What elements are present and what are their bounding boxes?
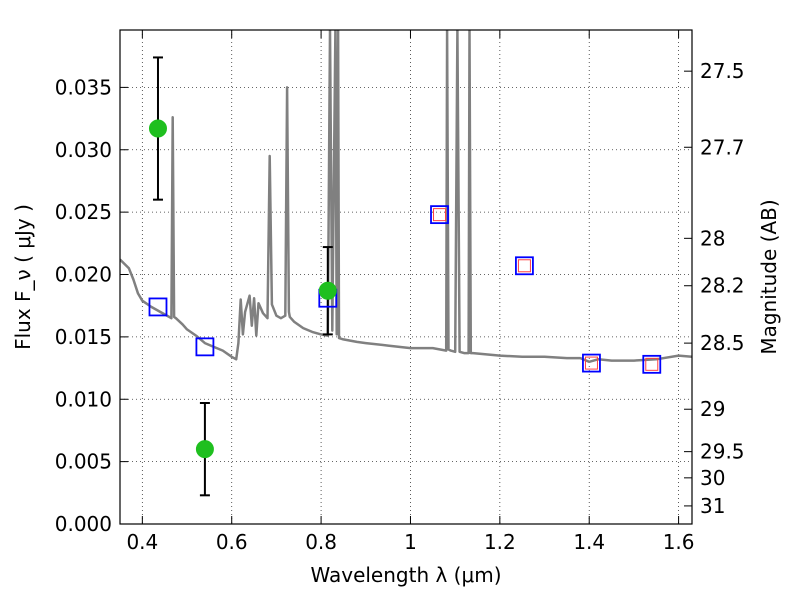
model-photometry-point <box>195 337 215 357</box>
x-tick-label: 0.6 <box>216 530 248 554</box>
observed-nir-point <box>645 357 659 371</box>
observed-nir-point <box>517 259 531 273</box>
model-photometry-point <box>148 297 168 317</box>
y2-tick-label: 29 <box>700 397 725 421</box>
x-tick-label: 0.8 <box>305 530 337 554</box>
y2-tick-label: 31 <box>700 494 725 518</box>
data-markers <box>148 119 662 459</box>
observed-optical-point <box>195 440 214 459</box>
y2-tick-label: 27.5 <box>700 59 745 83</box>
y2-tick-label: 27.7 <box>700 135 745 159</box>
y-tick-label: 0.020 <box>55 263 112 287</box>
y-tick-label: 0.000 <box>55 512 112 536</box>
error-bars <box>152 56 333 497</box>
x-tick-label: 1.6 <box>663 530 695 554</box>
y2-tick-label: 30 <box>700 466 725 490</box>
y-tick-label: 0.025 <box>55 200 112 224</box>
y2-axis-label: Magnitude (AB) <box>757 199 781 354</box>
y-tick-label: 0.005 <box>55 450 112 474</box>
x-tick-label: 1.2 <box>484 530 516 554</box>
x-tick-label: 0.4 <box>126 530 158 554</box>
spectrum-line <box>120 30 692 364</box>
y-tick-label: 0.030 <box>55 138 112 162</box>
x-tick-label: 1.4 <box>573 530 605 554</box>
y2-tick-label: 29.5 <box>700 440 745 464</box>
x-axis-label: Wavelength λ (μm) <box>310 563 501 587</box>
x-tick-label: 1 <box>404 530 417 554</box>
observed-nir-point <box>584 356 598 370</box>
y2-tick-label: 28 <box>700 226 725 250</box>
observed-nir-point <box>433 208 447 222</box>
model-photometry-point <box>642 354 662 374</box>
model-photometry-point <box>430 205 449 225</box>
y-axis-label-text: Flux F_ν ( μJy ) <box>11 204 35 350</box>
observed-optical-point <box>318 281 337 300</box>
spectrum-series <box>120 30 692 364</box>
axis-ticks: 0.4 0.6 0.8 1 1.2 1.4 1.6 0.000 0.005 0.010 0.015 0… <box>55 30 745 554</box>
y-tick-label: 0.035 <box>55 75 112 99</box>
y2-tick-label: 28.5 <box>700 331 745 355</box>
plot-frame <box>119 29 693 525</box>
model-photometry-point <box>515 256 534 276</box>
y2-tick-label: 28.2 <box>700 274 745 298</box>
y-tick-label: 0.010 <box>55 387 112 411</box>
model-photometry-point <box>582 353 601 373</box>
y-axis-label: Flux F_ν ( μJy ) <box>11 204 35 350</box>
y-tick-label: 0.015 <box>55 325 112 349</box>
observed-optical-point <box>148 119 167 138</box>
